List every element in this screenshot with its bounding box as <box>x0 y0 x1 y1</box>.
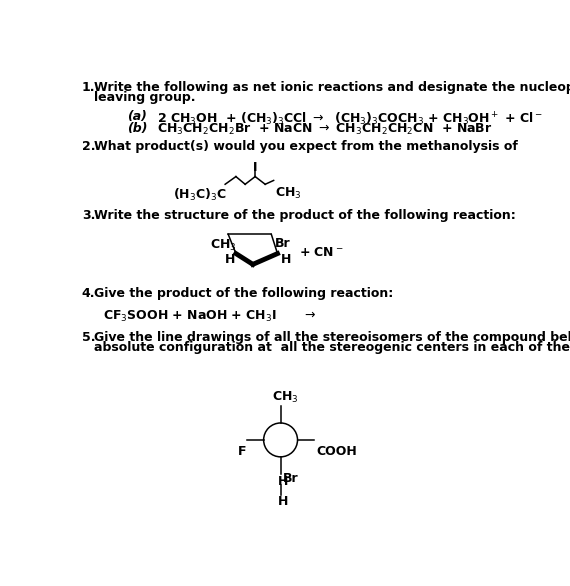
Text: Give the product of the following reaction:: Give the product of the following reacti… <box>94 288 393 301</box>
Text: CH$_3$: CH$_3$ <box>210 237 237 253</box>
Text: Br: Br <box>274 237 290 250</box>
Text: F: F <box>238 445 247 458</box>
Text: + CN$^-$: + CN$^-$ <box>299 246 344 259</box>
Text: 2.: 2. <box>82 139 95 152</box>
Text: H: H <box>278 495 288 509</box>
Text: I: I <box>253 161 258 174</box>
Text: 1.: 1. <box>82 81 95 94</box>
Text: 5.: 5. <box>82 331 95 343</box>
Text: (b): (b) <box>127 122 147 135</box>
Text: Write the structure of the product of the following reaction:: Write the structure of the product of th… <box>94 209 516 222</box>
Text: Write the following as net ionic reactions and designate the nucleophile, substr: Write the following as net ionic reactio… <box>94 81 570 94</box>
Text: Give the line drawings of all the stereoisomers of the compound below.  Also giv: Give the line drawings of all the stereo… <box>94 331 570 343</box>
Text: COOH: COOH <box>316 445 357 458</box>
Text: CH$_3$CH$_2$CH$_2$Br  + NaCN $\rightarrow$ CH$_3$CH$_2$CH$_2$CN  + NaBr: CH$_3$CH$_2$CH$_2$Br + NaCN $\rightarrow… <box>157 122 493 137</box>
Text: CF$_3$SOOH + NaOH + CH$_3$I      $\rightarrow$: CF$_3$SOOH + NaOH + CH$_3$I $\rightarrow… <box>104 309 317 324</box>
Text: Br: Br <box>283 472 299 485</box>
Text: (H$_3$C)$_3$C: (H$_3$C)$_3$C <box>173 188 226 203</box>
Text: 3.: 3. <box>82 209 95 222</box>
Text: H: H <box>280 253 291 266</box>
Text: CH$_3$: CH$_3$ <box>275 186 302 201</box>
Text: 4.: 4. <box>82 288 95 301</box>
Text: CH$_3$: CH$_3$ <box>272 390 299 406</box>
Text: H: H <box>225 253 235 266</box>
Text: absolute configuration at  all the stereogenic centers in each of the isomers.: absolute configuration at all the stereo… <box>94 340 570 353</box>
Text: leaving group.: leaving group. <box>94 91 196 104</box>
Text: H: H <box>278 475 288 488</box>
Text: What product(s) would you expect from the methanolysis of: What product(s) would you expect from th… <box>94 139 518 152</box>
Text: (a): (a) <box>127 110 146 124</box>
Text: 2 CH$_3$OH  + (CH$_3$)$_3$CCl $\rightarrow$  (CH$_3$)$_3$COCH$_3$ + CH$_3$OH$^+$: 2 CH$_3$OH + (CH$_3$)$_3$CCl $\rightarro… <box>157 110 543 128</box>
